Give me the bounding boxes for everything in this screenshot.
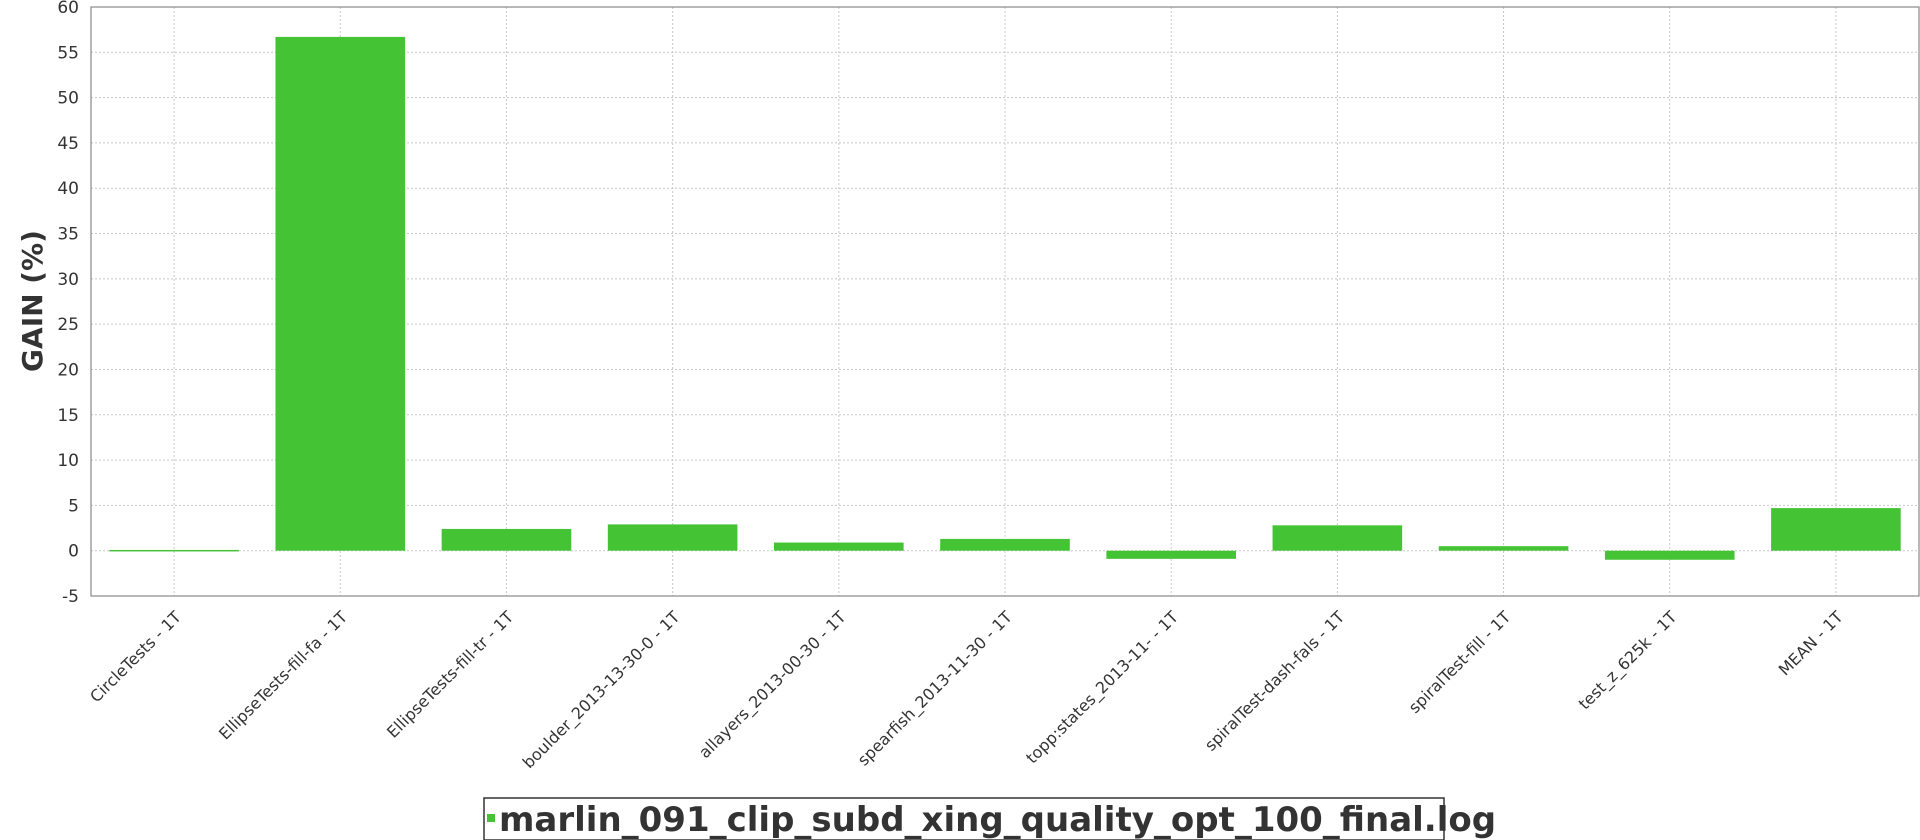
x-tick-label-5: spearfish_2013-11-30 - 1T [854,607,1017,770]
y-tick-label-4: 15 [57,406,79,426]
x-tick-label-2: EllipseTests-fill-tr - 1T [383,607,517,741]
x-tick-label-8: spiralTest-fill - 1T [1405,607,1515,717]
bar-7 [1272,525,1403,551]
x-tick-label-6: topp:states_2013-11- - 1T [1022,607,1183,768]
y-tick-label-10: 45 [57,134,79,154]
bar-1 [275,36,406,551]
plot-border [90,6,1920,597]
y-tick-label-9: 40 [57,179,79,199]
y-tick-label-8: 35 [57,225,79,245]
x-axis-tick-labels: CircleTests - 1T EllipseTests-fill-fa - 1… [86,607,1847,773]
y-tick-label-5: 20 [57,360,79,380]
bar-10 [1771,508,1901,551]
y-tick-label-6: 25 [57,315,79,335]
y-tick-label-0: -5 [62,587,79,607]
bar-5 [940,538,1070,551]
legend-label: marlin_091_clip_subd_xing_quality_opt_10… [499,800,1496,840]
bar-2 [441,528,572,551]
x-tick-label-4: allayers_2013-00-30 - 1T [695,607,850,762]
x-tick-label-10: MEAN - 1T [1775,607,1847,679]
x-tick-label-3: boulder_2013-13-30-0 - 1T [519,607,685,773]
legend: marlin_091_clip_subd_xing_quality_opt_10… [483,797,1496,840]
y-tick-label-13: 60 [57,0,79,18]
legend-swatch [487,814,495,822]
bar-4 [774,542,904,551]
bar-9 [1604,550,1735,560]
bar-0 [109,549,239,552]
bar-8 [1438,546,1569,551]
bar-series [109,36,1901,560]
y-tick-label-12: 55 [57,43,79,63]
bar-3 [607,524,738,551]
y-axis-tick-labels: -5 0 5 10 15 20 25 30 35 40 45 50 55 60 [57,0,79,607]
bar-6 [1106,550,1236,559]
x-tick-label-7: spiralTest-dash-fals - 1T [1201,607,1349,755]
x-tick-label-0: CircleTests - 1T [86,607,185,706]
y-tick-label-2: 5 [68,496,79,516]
y-tick-label-7: 30 [57,270,79,290]
legend-box [483,797,1445,840]
y-tick-label-1: 0 [68,542,79,562]
y-axis-label: GAIN (%) [16,230,49,372]
x-tick-label-1: EllipseTests-fill-fa - 1T [215,607,351,743]
y-tick-label-3: 10 [57,451,79,471]
y-tick-label-11: 50 [57,89,79,109]
x-tick-label-9: test_z_625k - 1T [1575,607,1682,714]
